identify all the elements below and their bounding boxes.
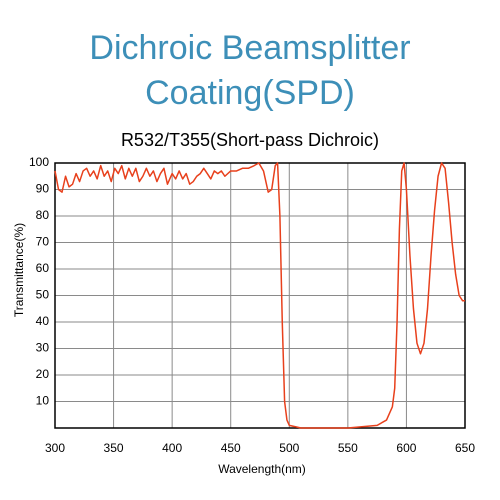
plot-frame — [54, 162, 466, 429]
y-tick-label: 30 — [36, 341, 50, 355]
x-tick-label: 350 — [104, 441, 124, 455]
data-line — [54, 162, 465, 429]
x-tick-label: 500 — [279, 441, 299, 455]
y-tick-label: 80 — [36, 208, 50, 222]
y-axis-label: Transmittance(%) — [12, 223, 26, 317]
y-tick-label: 10 — [36, 394, 50, 408]
x-tick-label: 550 — [338, 441, 358, 455]
x-tick-label: 650 — [455, 441, 475, 455]
chart-title: Coating(SPD) — [145, 74, 355, 112]
x-tick-label: 300 — [45, 441, 65, 455]
y-tick-label: 40 — [36, 314, 50, 328]
y-tick-label: 90 — [36, 182, 50, 196]
y-tick-label: 60 — [36, 261, 50, 275]
y-tick-label: 70 — [36, 235, 50, 249]
x-axis-label: Wavelength(nm) — [218, 462, 306, 476]
x-tick-label: 600 — [396, 441, 416, 455]
chart-subtitle: R532/T355(Short-pass Dichroic) — [121, 130, 379, 150]
x-tick-label: 450 — [221, 441, 241, 455]
x-tick-label: 400 — [162, 441, 182, 455]
y-tick-label: 20 — [36, 367, 50, 381]
y-tick-label: 50 — [36, 288, 50, 302]
chart-title: Dichroic Beamsplitter — [89, 29, 410, 67]
y-tick-label: 100 — [29, 155, 49, 169]
